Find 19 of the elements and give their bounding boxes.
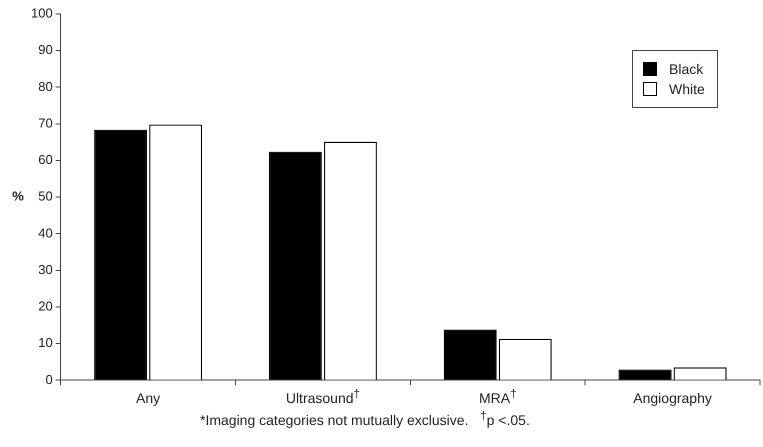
y-tick-label: 60: [38, 152, 53, 168]
legend-label: Black: [669, 61, 704, 77]
y-tick-label: 30: [38, 262, 53, 277]
y-tick-label: 50: [38, 188, 53, 204]
y-tick-label: 100: [30, 6, 53, 21]
y-tick-label: 0: [45, 372, 53, 387]
legend-label: White: [669, 81, 705, 97]
y-tick-label: 40: [38, 225, 53, 240]
text: *Imaging categories not mutually exclusive. $^{†}$p <.05.: [200, 409, 530, 428]
y-tick-label: 70: [38, 115, 53, 130]
x-tick-label: Ultrasound$^{†}$: [286, 388, 360, 406]
y-tick-label: 80: [38, 78, 53, 94]
x-tick-label: Any: [136, 390, 160, 406]
y-tick-label: 90: [38, 42, 53, 58]
y-tick-label: 10: [38, 335, 53, 350]
y-tick-label: 20: [38, 298, 53, 314]
x-tick-label: MRA$^{†}$: [478, 388, 517, 406]
y-axis-title: %: [12, 188, 24, 204]
x-tick-label: Angiography: [633, 390, 712, 406]
